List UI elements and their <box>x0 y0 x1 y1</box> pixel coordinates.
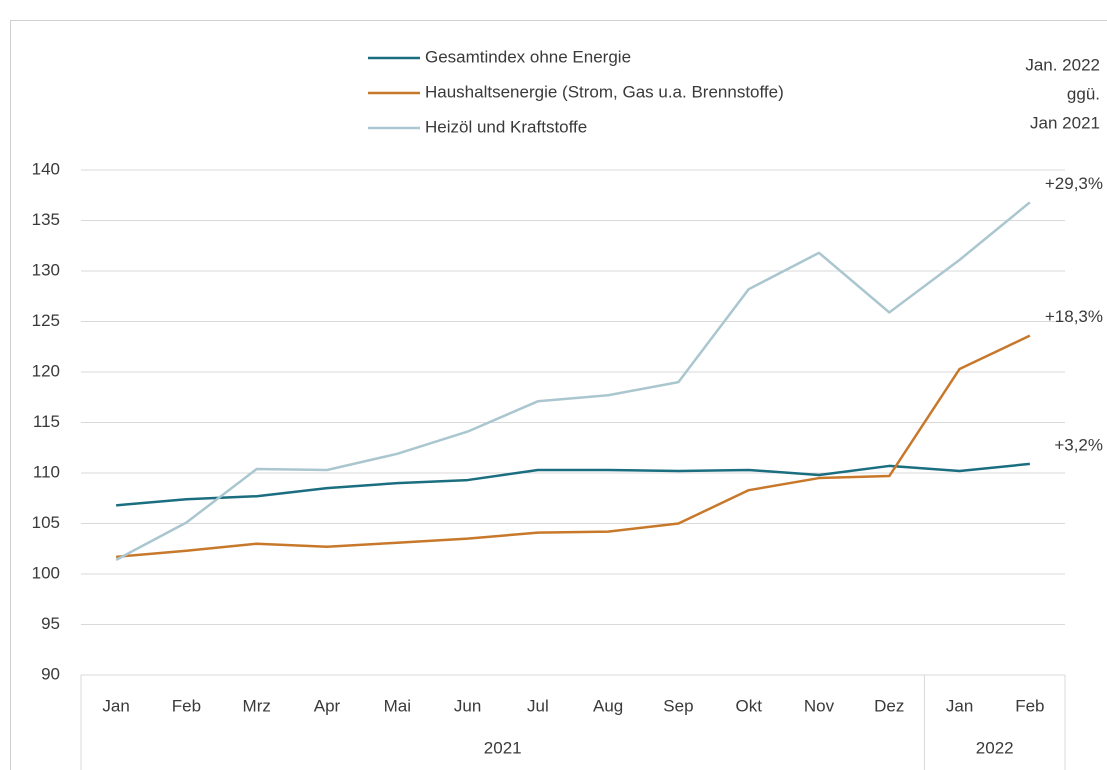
chart-frame <box>10 20 1107 770</box>
x-tick-label: Apr <box>314 696 341 715</box>
x-tick-label: Jan <box>946 696 973 715</box>
x-tick-label: Mrz <box>243 696 271 715</box>
x-tick-label: Sep <box>663 696 693 715</box>
series-line <box>115 201 1031 561</box>
y-tick-label: 115 <box>33 412 60 431</box>
end-annotation: +29,3% <box>1045 174 1103 193</box>
end-annotation: +18,3% <box>1045 307 1103 326</box>
y-tick-label: 105 <box>32 513 60 532</box>
y-tick-label: 110 <box>33 462 60 481</box>
x-tick-label: Jan <box>102 696 129 715</box>
y-tick-label: 95 <box>41 614 60 633</box>
legend-label: Gesamtindex ohne Energie <box>425 47 631 66</box>
x-tick-label: Okt <box>735 696 762 715</box>
annotation-header: ggü. <box>1067 84 1100 103</box>
series-line <box>116 462 1030 507</box>
x-tick-label: Aug <box>593 696 623 715</box>
end-annotation: +3,2% <box>1054 435 1103 454</box>
year-label: 2022 <box>976 738 1014 757</box>
y-tick-label: 130 <box>32 260 60 279</box>
y-tick-label: 120 <box>32 361 60 380</box>
y-tick-label: 90 <box>41 664 60 683</box>
y-tick-label: 100 <box>32 563 60 582</box>
year-label: 2021 <box>484 738 522 757</box>
x-tick-label: Jul <box>527 696 549 715</box>
series-line <box>116 334 1031 559</box>
x-tick-label: Feb <box>1015 696 1044 715</box>
y-tick-label: 140 <box>32 159 60 178</box>
y-tick-label: 125 <box>32 311 60 330</box>
annotation-header: Jan. 2022 <box>1025 55 1100 74</box>
annotation-header: Jan 2021 <box>1030 113 1100 132</box>
x-tick-label: Feb <box>172 696 201 715</box>
x-tick-label: Nov <box>804 696 835 715</box>
x-tick-label: Jun <box>454 696 481 715</box>
y-tick-label: 135 <box>32 210 60 229</box>
x-tick-label: Mai <box>384 696 411 715</box>
legend-label: Haushaltsenergie (Strom, Gas u.a. Brenns… <box>425 82 784 101</box>
legend-label: Heizöl und Kraftstoffe <box>425 117 587 136</box>
x-tick-label: Dez <box>874 696 904 715</box>
